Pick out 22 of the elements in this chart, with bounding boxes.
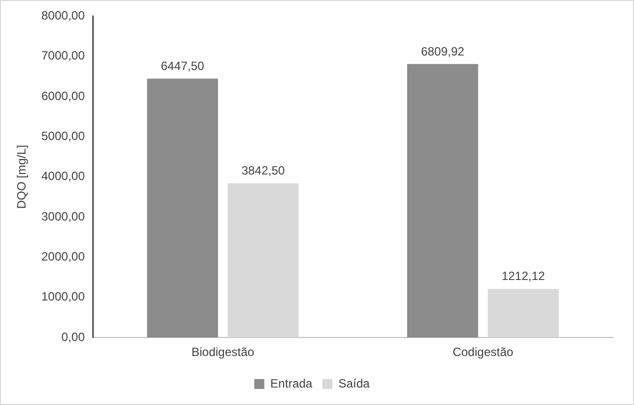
legend-label: Entrada <box>270 376 313 390</box>
data-label: 6809,92 <box>420 44 465 58</box>
y-tick-label: 8000,00 <box>41 8 86 23</box>
y-axis-title: DQO [mg/L] <box>14 144 29 209</box>
bar <box>488 288 559 338</box>
y-tick-label: 6000,00 <box>41 88 86 103</box>
bar <box>228 183 299 338</box>
bar <box>147 78 218 338</box>
y-tick-label: 0,00 <box>61 330 86 344</box>
data-label: 6447,50 <box>160 58 205 73</box>
bar <box>407 64 478 338</box>
y-tick-label: 5000,00 <box>41 129 86 144</box>
y-tick-label: 4000,00 <box>41 169 86 184</box>
x-tick-label: Codigestão <box>452 345 514 360</box>
x-tick-label: Biodigestão <box>191 345 255 360</box>
y-tick-label: 3000,00 <box>41 209 86 224</box>
y-tick-label: 1000,00 <box>41 290 86 304</box>
data-label: 3842,50 <box>241 164 286 178</box>
y-tick-label: 2000,00 <box>41 250 86 264</box>
legend-label: Saída <box>338 376 370 390</box>
data-label: 1212,12 <box>502 269 546 284</box>
y-tick-label: 7000,00 <box>41 48 86 63</box>
